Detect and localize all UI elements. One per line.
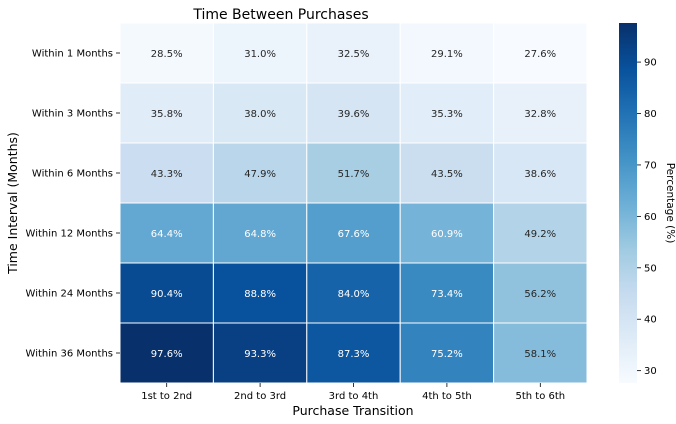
cell-value-label: 67.6% [338, 229, 370, 240]
cell-value-label: 75.2% [431, 349, 463, 360]
colorbar-tick-label: 30 [644, 366, 657, 377]
x-tick-label: 2nd to 3rd [234, 391, 286, 402]
heatmap-cell [212, 22, 308, 84]
cell-value-label: 51.7% [338, 169, 370, 180]
y-tick-label: Within 24 Months [26, 289, 113, 300]
cell-value-label: 47.9% [244, 169, 276, 180]
cell-value-label: 35.3% [431, 109, 463, 120]
x-axis-label: Purchase Transition [292, 403, 413, 418]
chart-title: Time Between Purchases [192, 7, 368, 23]
cell-value-label: 90.4% [151, 289, 183, 300]
x-tick-labels: 1st to 2nd 2nd to 3rd 3rd to 4th 4th to 5th… [141, 383, 565, 402]
heatmap-cell [306, 262, 401, 324]
heatmap-cell [119, 82, 214, 144]
heatmap-cell [493, 22, 588, 84]
colorbar-tick-label: 50 [644, 263, 657, 274]
cell-value-label: 64.8% [244, 229, 276, 240]
x-tick-label: 1st to 2nd [141, 391, 192, 402]
y-axis-label: Time Interval (Months) [5, 132, 20, 275]
heatmap-cell [493, 262, 588, 324]
y-tick-label: Within 12 Months [26, 229, 113, 240]
colorbar-tick-label: 80 [644, 109, 657, 120]
heatmap-cell [306, 202, 401, 264]
cell-value-label: 29.1% [431, 49, 463, 60]
cell-value-label: 73.4% [431, 289, 463, 300]
cell-value-label: 88.8% [244, 289, 276, 300]
cell-value-label: 38.6% [524, 169, 556, 180]
cell-value-label: 31.0% [244, 49, 276, 60]
cell-value-label: 43.5% [431, 169, 463, 180]
heatmap-cell [306, 322, 401, 384]
colorbar-gradient [619, 23, 637, 383]
cell-value-label: 58.1% [524, 349, 556, 360]
heatmap-cell [399, 202, 495, 264]
x-tick-label: 4th to 5th [422, 391, 472, 402]
heatmap-cell [306, 142, 401, 204]
heatmap-cell [119, 262, 214, 324]
cell-value-label: 43.3% [151, 169, 183, 180]
colorbar-tick-label: 40 [644, 315, 657, 326]
colorbar-label: Percentage (%) [664, 163, 676, 244]
colorbar-tick-label: 60 [644, 212, 657, 223]
cell-value-label: 60.9% [431, 229, 463, 240]
y-tick-label: Within 36 Months [26, 349, 113, 360]
heatmap-cell [399, 322, 495, 384]
heatmap-cell [306, 82, 401, 144]
y-tick-label: Within 3 Months [32, 109, 113, 120]
cell-value-label: 56.2% [524, 289, 556, 300]
colorbar-tick-label: 70 [644, 160, 657, 171]
cell-value-label: 97.6% [151, 349, 183, 360]
heatmap-cell [493, 82, 588, 144]
heatmap-cell [306, 22, 401, 84]
heatmap-cell [399, 22, 495, 84]
cell-value-label: 87.3% [338, 349, 370, 360]
cell-value-label: 28.5% [151, 49, 183, 60]
heatmap-cell [493, 202, 588, 264]
colorbar-tick-label: 90 [644, 58, 657, 69]
cell-value-label: 39.6% [338, 109, 370, 120]
heatmap-cells: 28.5% 31.0% 32.5% 29.1% 27.6% 35.8% 38.0% 39.6%… [119, 22, 588, 384]
y-tick-label: Within 1 Months [32, 49, 113, 60]
y-tick-label: Within 6 Months [32, 169, 113, 180]
cell-value-label: 49.2% [524, 229, 556, 240]
cell-value-label: 35.8% [151, 109, 183, 120]
heatmap-cell [212, 262, 308, 324]
heatmap-cell [119, 22, 214, 84]
cell-value-label: 93.3% [244, 349, 276, 360]
colorbar-ticks: 30 40 50 60 70 80 90 [637, 58, 657, 377]
y-tick-labels: Within 1 Months Within 3 Months Within 6 M… [26, 49, 120, 360]
heatmap-cell [212, 202, 308, 264]
cell-value-label: 32.5% [338, 49, 370, 60]
heatmap-cell [399, 142, 495, 204]
colorbar: 30 40 50 60 70 80 90 Percentage (%) [619, 23, 676, 383]
cell-value-label: 38.0% [244, 109, 276, 120]
heatmap-cell [493, 142, 588, 204]
cell-value-label: 64.4% [151, 229, 183, 240]
cell-value-label: 27.6% [524, 49, 556, 60]
heatmap-cell [212, 142, 308, 204]
heatmap-cell [212, 322, 308, 384]
x-tick-label: 3rd to 4th [329, 391, 379, 402]
x-tick-label: 5th to 6th [515, 391, 565, 402]
cell-value-label: 32.8% [524, 109, 556, 120]
cell-value-label: 84.0% [338, 289, 370, 300]
heatmap-cell [493, 322, 588, 384]
